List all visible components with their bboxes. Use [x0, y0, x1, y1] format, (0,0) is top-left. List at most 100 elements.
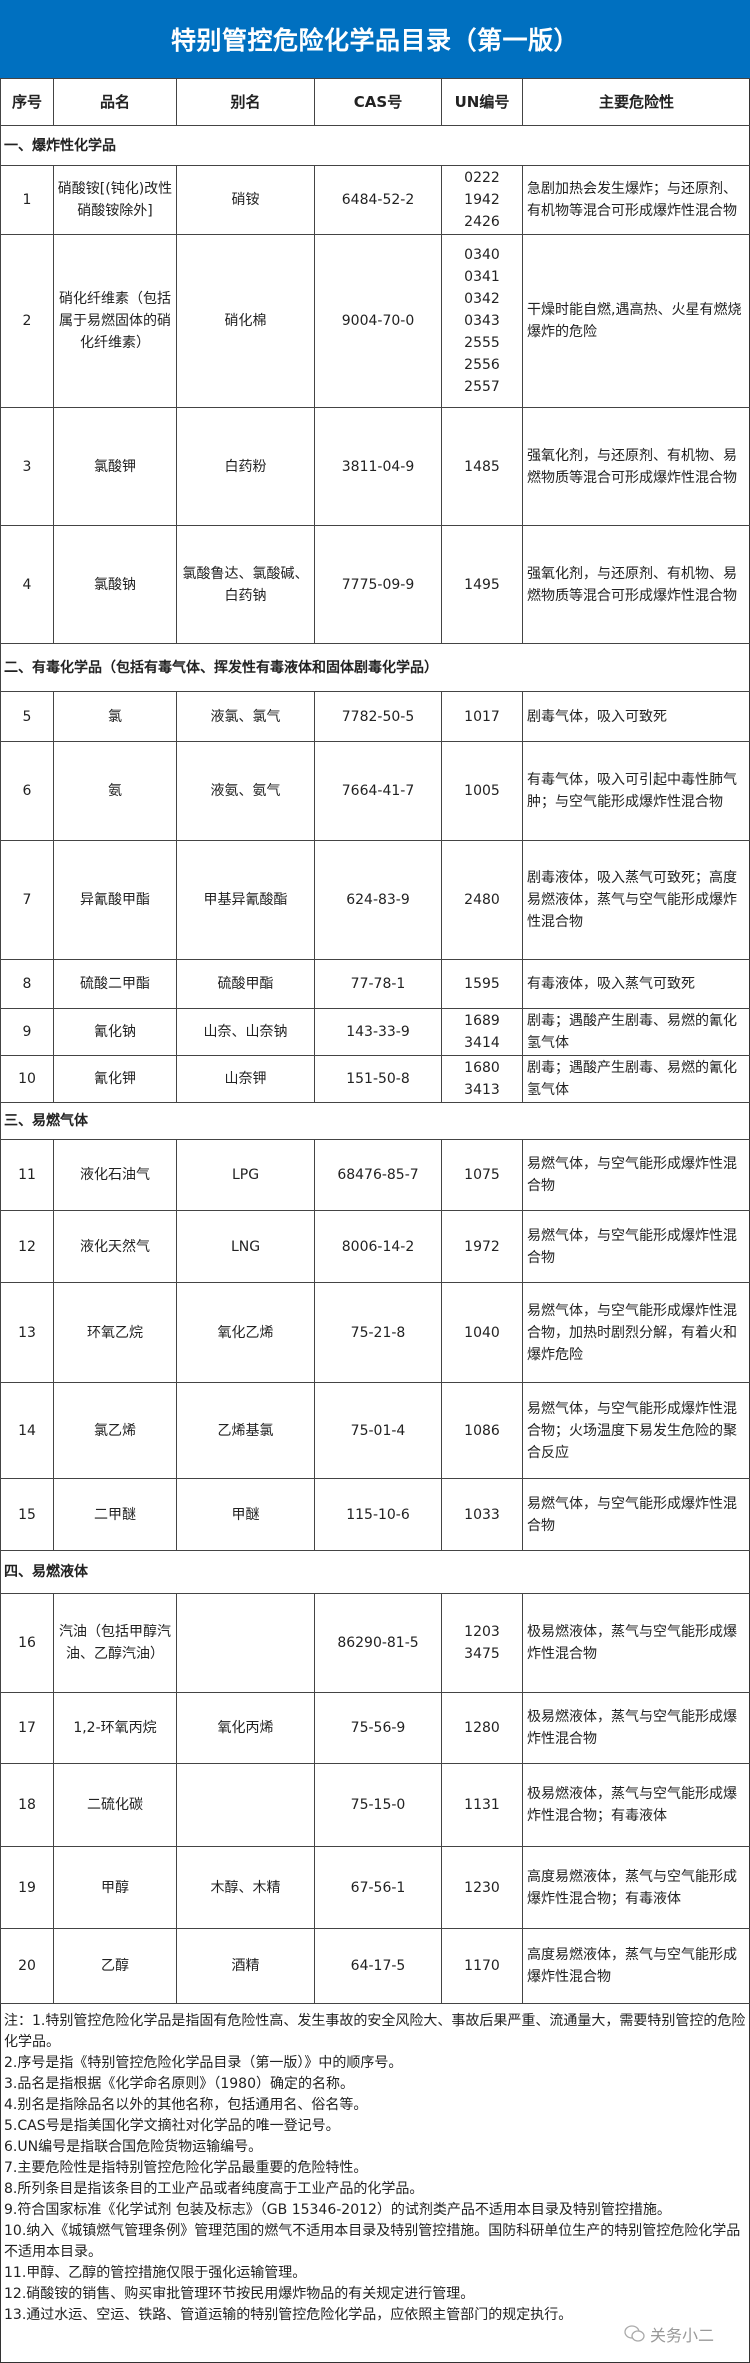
- cell-un: 1495: [441, 525, 523, 644]
- cell-hazard: 高度易燃液体，蒸气与空气能形成爆炸性混合物；有毒液体: [522, 1846, 750, 1929]
- cell-hazard: 剧毒气体，吸入可致死: [522, 691, 750, 742]
- note-item: 4.别名是指除品名以外的其他名称，包括通用名、俗名等。: [4, 2097, 368, 2113]
- cell-name: 硝化纤维素（包括属于易燃固体的硝化纤维素）: [53, 234, 177, 408]
- cell-cas: 3811-04-9: [314, 407, 442, 526]
- section-row: 四、易燃液体: [0, 1550, 750, 1594]
- cell-alias: 液氨、氨气: [176, 741, 315, 841]
- cell-un: 1230: [441, 1846, 523, 1929]
- cell-hazard: 易燃气体，与空气能形成爆炸性混合物: [522, 1210, 750, 1283]
- cell-hazard: 强氧化剂，与还原剂、有机物、易燃物质等混合可形成爆炸性混合物: [522, 525, 750, 644]
- table-row: 15 二甲醚 甲醚 115-10-6 1033 易燃气体，与空气能形成爆炸性混合物: [0, 1478, 750, 1551]
- cell-no: 18: [0, 1763, 54, 1847]
- note-item: 8.所列条目是指该条目的工业产品或者纯度高于工业产品的化学品。: [4, 2181, 424, 2197]
- note-item: 13.通过水运、空运、铁路、管道运输的特别管控危险化学品，应依照主管部门的规定执…: [4, 2307, 573, 2323]
- cell-hazard: 有毒气体，吸入可引起中毒性肺气肿；与空气能形成爆炸性混合物: [522, 741, 750, 841]
- table-row: 5 氯液氯、氯气 7782-50-5 1017 剧毒气体，吸入可致死: [0, 691, 750, 742]
- cell-no: 15: [0, 1478, 54, 1551]
- table-row: 3 氯酸钾 白药粉 3811-04-9 1485 强氧化剂，与还原剂、有机物、易燃物质等混…: [0, 407, 750, 526]
- cell-name: 汽油（包括甲醇汽油、乙醇汽油）: [53, 1593, 177, 1693]
- cell-alias: 氯酸鲁达、氯酸碱、白药钠: [176, 525, 315, 644]
- table-header-row: 序号 品名 别名 CAS号 UN编号 主要危险性: [0, 78, 750, 126]
- cell-un: 1280: [441, 1692, 523, 1764]
- cell-cas: 7775-09-9: [314, 525, 442, 644]
- cell-cas: 67-56-1: [314, 1846, 442, 1929]
- cell-no: 1: [0, 165, 54, 235]
- cell-un: 1972: [441, 1210, 523, 1283]
- cell-alias: 酒精: [176, 1928, 315, 2004]
- cell-cas: 64-17-5: [314, 1928, 442, 2004]
- cell-hazard: 剧毒；遇酸产生剧毒、易燃的氰化氢气体: [522, 1008, 750, 1056]
- cell-un: 2480: [441, 840, 523, 960]
- column-header-un: UN编号: [441, 78, 523, 126]
- cell-cas: 75-01-4: [314, 1382, 442, 1479]
- table-row: 17 1,2-环氧丙烷 氧化丙烯 75-56-9 1280 极易燃液体，蒸气与空气能形成爆…: [0, 1692, 750, 1764]
- cell-cas: 68476-85-7: [314, 1139, 442, 1211]
- note-item: 2.序号是指《特别管控危险化学品目录（第一版）》中的顺序号。: [4, 2055, 403, 2071]
- cell-no: 5: [0, 691, 54, 742]
- watermark: 关务小二: [624, 2322, 714, 2346]
- note-item: 10.纳入《城镇燃气管理条例》管理范围的燃气不适用本目录及特别管控措施。国防科研…: [4, 2223, 741, 2260]
- cell-un: 1005: [441, 741, 523, 841]
- cell-name: 二硫化碳: [53, 1763, 177, 1847]
- cell-un: 1689 3414: [441, 1008, 523, 1056]
- cell-un: 1086: [441, 1382, 523, 1479]
- cell-no: 16: [0, 1593, 54, 1693]
- table-row: 9 氰化钠 山奈、山奈钠 143-33-9 1689 3414 剧毒；遇酸产生剧毒、易燃的…: [0, 1008, 750, 1056]
- table-row: 20 乙醇 酒精 64-17-5 1170 高度易燃液体，蒸气与空气能形成爆炸性混合物: [0, 1928, 750, 2004]
- cell-hazard: 有毒液体，吸入蒸气可致死: [522, 959, 750, 1009]
- page-title: 特别管控危险化学品目录（第一版）: [0, 0, 750, 78]
- table-row: 10 氰化钾 山奈钾 151-50-8 1680 3413 剧毒；遇酸产生剧毒、易燃的氰化…: [0, 1055, 750, 1103]
- table-row: 16 汽油（包括甲醇汽油、乙醇汽油） 86290-81-5 1203 3475 极易燃液…: [0, 1593, 750, 1693]
- table-row: 8 硫酸二甲酯 硫酸甲酯 77-78-1 1595 有毒液体，吸入蒸气可致死: [0, 959, 750, 1009]
- note-item: 3.品名是指根据《化学命名原则》（1980）确定的名称。: [4, 2076, 354, 2092]
- cell-alias: 甲基异氰酸酯: [176, 840, 315, 960]
- cell-name: 氰化钾: [53, 1055, 177, 1103]
- cell-hazard: 急剧加热会发生爆炸；与还原剂、有机物等混合可形成爆炸性混合物: [522, 165, 750, 235]
- table-row: 7 异氰酸甲酯 甲基异氰酸酯 624-83-9 2480 剧毒液体，吸入蒸气可致死；高度易…: [0, 840, 750, 960]
- cell-alias: [176, 1593, 315, 1693]
- cell-alias: LNG: [176, 1210, 315, 1283]
- watermark-text: 关务小二: [650, 2326, 715, 2345]
- cell-un: 1075: [441, 1139, 523, 1211]
- cell-cas: 143-33-9: [314, 1008, 442, 1056]
- cell-name: 二甲醚: [53, 1478, 177, 1551]
- cell-name: 液化石油气: [53, 1139, 177, 1211]
- table-row: 2 硝化纤维素（包括属于易燃固体的硝化纤维素） 硝化棉 9004-70-0 0340 0…: [0, 234, 750, 408]
- cell-hazard: 极易燃液体，蒸气与空气能形成爆炸性混合物: [522, 1692, 750, 1764]
- cell-alias: 山奈钾: [176, 1055, 315, 1103]
- cell-alias: 硝化棉: [176, 234, 315, 408]
- cell-name: 氯酸钾: [53, 407, 177, 526]
- cell-no: 8: [0, 959, 54, 1009]
- cell-no: 7: [0, 840, 54, 960]
- wechat-icon: [624, 2325, 645, 2342]
- cell-no: 4: [0, 525, 54, 644]
- cell-no: 6: [0, 741, 54, 841]
- cell-no: 14: [0, 1382, 54, 1479]
- table-row: 1 硝酸铵[(钝化)改性硝酸铵除外] 硝铵 6484-52-2 0222 1942 24…: [0, 165, 750, 235]
- note-item: 6.UN编号是指联合国危险货物运输编号。: [4, 2139, 263, 2155]
- cell-un: 0222 1942 2426: [441, 165, 523, 235]
- cell-cas: 86290-81-5: [314, 1593, 442, 1693]
- cell-cas: 9004-70-0: [314, 234, 442, 408]
- table-row: 12 液化天然气 LNG 8006-14-2 1972 易燃气体，与空气能形成爆炸性混合物: [0, 1210, 750, 1283]
- cell-un: 1131: [441, 1763, 523, 1847]
- table-row: 4 氯酸钠 氯酸鲁达、氯酸碱、白药钠 7775-09-9 1495 强氧化剂，与还原剂、有…: [0, 525, 750, 644]
- cell-hazard: 极易燃液体，蒸气与空气能形成爆炸性混合物；有毒液体: [522, 1763, 750, 1847]
- column-header-name: 品名: [53, 78, 177, 126]
- section-row: 一、爆炸性化学品: [0, 125, 750, 166]
- cell-hazard: 强氧化剂，与还原剂、有机物、易燃物质等混合可形成爆炸性混合物: [522, 407, 750, 526]
- cell-cas: 75-21-8: [314, 1282, 442, 1383]
- cell-cas: 75-15-0: [314, 1763, 442, 1847]
- cell-name: 乙醇: [53, 1928, 177, 2004]
- cell-cas: 7664-41-7: [314, 741, 442, 841]
- cell-hazard: 易燃气体，与空气能形成爆炸性混合物: [522, 1478, 750, 1551]
- cell-un: 1485: [441, 407, 523, 526]
- cell-alias: 氧化乙烯: [176, 1282, 315, 1383]
- section-row: 三、易燃气体: [0, 1102, 750, 1140]
- cell-name: 液化天然气: [53, 1210, 177, 1283]
- column-header-hazard: 主要危险性: [522, 78, 750, 126]
- cell-alias: 木醇、木精: [176, 1846, 315, 1929]
- cell-hazard: 高度易燃液体，蒸气与空气能形成爆炸性混合物: [522, 1928, 750, 2004]
- column-header-no: 序号: [0, 78, 54, 126]
- cell-hazard: 干燥时能自燃,遇高热、火星有燃烧爆炸的危险: [522, 234, 750, 408]
